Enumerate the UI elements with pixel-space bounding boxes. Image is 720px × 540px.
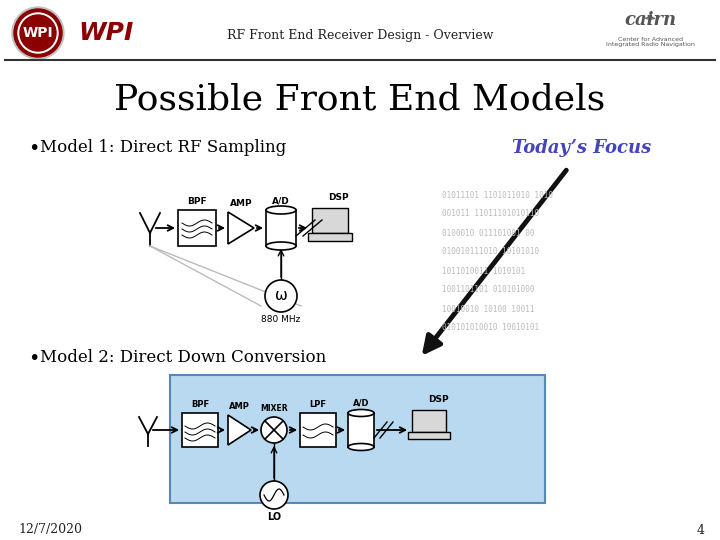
Text: •: •: [28, 138, 40, 158]
Text: 01011101 1101011010 1010: 01011101 1101011010 1010: [442, 191, 553, 199]
Text: BPF: BPF: [191, 400, 209, 409]
FancyBboxPatch shape: [266, 210, 296, 246]
Circle shape: [12, 7, 64, 59]
Text: LO: LO: [267, 512, 281, 522]
Text: 001011 11011101010110: 001011 11011101010110: [442, 210, 539, 219]
Text: WPI: WPI: [23, 26, 53, 40]
FancyBboxPatch shape: [308, 233, 352, 241]
Text: 010010111010 10101010: 010010111010 10101010: [442, 247, 539, 256]
Text: 010101010010 10010101: 010101010010 10010101: [442, 323, 539, 333]
FancyBboxPatch shape: [312, 208, 348, 233]
Text: Possible Front End Models: Possible Front End Models: [114, 83, 606, 117]
Text: AMP: AMP: [230, 199, 252, 208]
Text: 880 MHz: 880 MHz: [261, 315, 301, 325]
FancyBboxPatch shape: [412, 410, 446, 432]
Text: DSP: DSP: [428, 395, 449, 404]
Circle shape: [261, 417, 287, 443]
Text: 12/7/2020: 12/7/2020: [18, 523, 82, 537]
Circle shape: [14, 9, 62, 57]
Ellipse shape: [266, 242, 296, 250]
Text: 4: 4: [697, 523, 705, 537]
Text: AMP: AMP: [228, 402, 249, 411]
Text: •: •: [28, 348, 40, 368]
Text: DSP: DSP: [328, 193, 348, 202]
Text: BPF: BPF: [187, 197, 207, 206]
Circle shape: [265, 280, 297, 312]
Text: Today’s Focus: Today’s Focus: [513, 139, 652, 157]
Text: RF Front End Receiver Design - Overview: RF Front End Receiver Design - Overview: [227, 29, 493, 42]
Text: A/D: A/D: [272, 196, 290, 205]
Ellipse shape: [266, 206, 296, 214]
Text: cairn: cairn: [624, 11, 676, 29]
FancyBboxPatch shape: [178, 210, 216, 246]
FancyBboxPatch shape: [348, 413, 374, 447]
Ellipse shape: [348, 443, 374, 450]
Text: LPF: LPF: [310, 400, 326, 409]
Ellipse shape: [348, 409, 374, 416]
FancyBboxPatch shape: [182, 413, 218, 447]
Polygon shape: [228, 415, 251, 445]
Text: 1011010011 1010101: 1011010011 1010101: [442, 267, 526, 275]
Circle shape: [20, 15, 56, 51]
Text: Model 1: Direct RF Sampling: Model 1: Direct RF Sampling: [40, 139, 287, 157]
Text: 1001101101 010101000: 1001101101 010101000: [442, 286, 534, 294]
Text: A/D: A/D: [353, 399, 369, 408]
Text: MIXER: MIXER: [260, 404, 288, 413]
Text: 10010010 10100 10011: 10010010 10100 10011: [442, 305, 534, 314]
Text: Model 2: Direct Down Conversion: Model 2: Direct Down Conversion: [40, 349, 326, 367]
Circle shape: [260, 481, 288, 509]
Text: 0100010 011101001 00: 0100010 011101001 00: [442, 228, 534, 238]
FancyBboxPatch shape: [170, 375, 545, 503]
FancyBboxPatch shape: [408, 432, 450, 439]
FancyBboxPatch shape: [300, 413, 336, 447]
Text: WPI: WPI: [78, 21, 133, 45]
Text: ω: ω: [274, 288, 287, 303]
Circle shape: [18, 13, 58, 53]
Polygon shape: [228, 212, 254, 244]
Text: Center for Advanced
Integrated Radio Navigation: Center for Advanced Integrated Radio Nav…: [606, 37, 694, 48]
